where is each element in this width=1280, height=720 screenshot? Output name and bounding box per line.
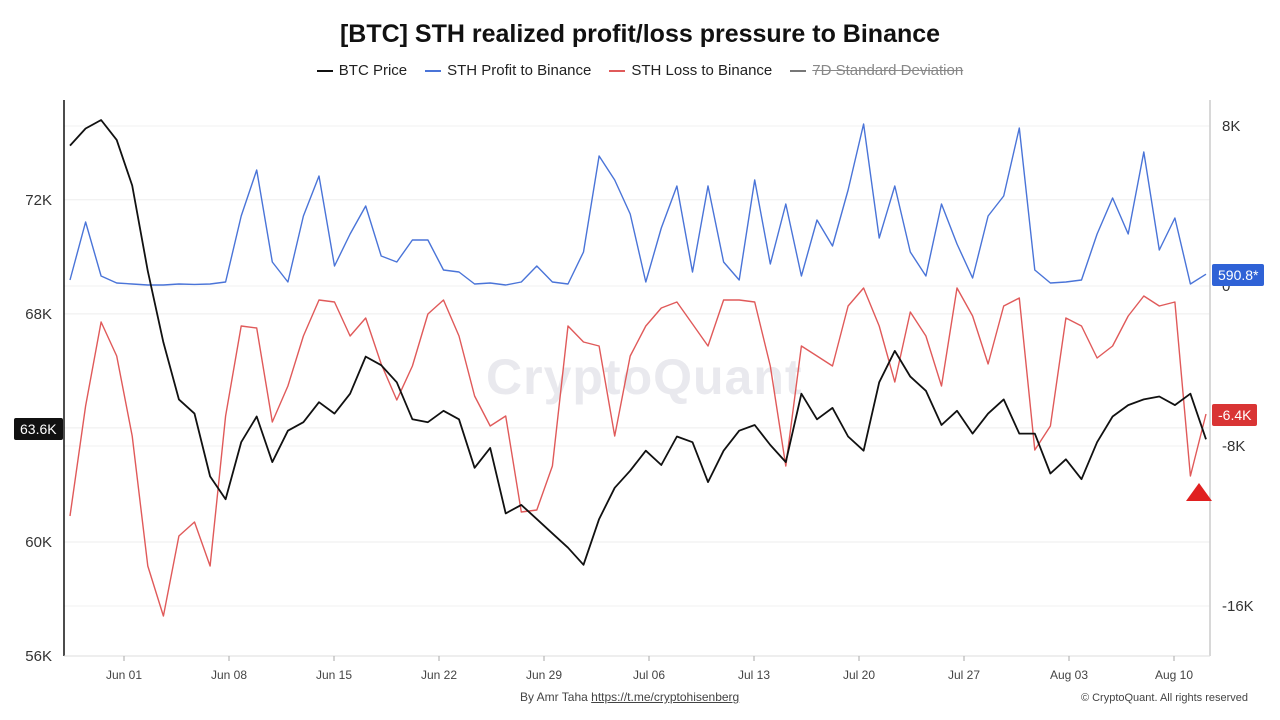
legend-swatch-btc-price (316, 69, 333, 72)
left-tick-label: 56K (25, 648, 52, 665)
series-sth-loss (69, 287, 1207, 617)
right-tick-label: -8K (1222, 438, 1245, 455)
legend-label-btc-price: BTC Price (338, 62, 408, 79)
legend-swatch-std-dev (790, 69, 807, 72)
legend-item-sth-loss[interactable]: STH Loss to Binance (609, 62, 772, 79)
sth-profit-badge: 590.8* (1212, 264, 1265, 286)
x-tick-label: Jul 27 (948, 668, 980, 682)
legend-item-std-dev[interactable]: 7D Standard Deviation (790, 62, 963, 79)
footer-author: By Amr Taha https://t.me/cryptohisenberg (520, 690, 739, 704)
legend-label-sth-loss: STH Loss to Binance (631, 62, 773, 79)
chart-title: [BTC] STH realized profit/loss pressure … (339, 20, 941, 48)
legend: BTC Price STH Profit to Binance STH Loss… (0, 62, 1280, 79)
x-tick-label: Jul 13 (738, 668, 770, 682)
x-tick-label: Jul 20 (843, 668, 875, 682)
right-tick-label: -16K (1222, 598, 1254, 615)
author-name: By Amr Taha (520, 690, 588, 704)
x-tick-label: Jun 01 (106, 668, 142, 682)
legend-swatch-sth-profit (425, 69, 442, 72)
left-tick-label: 68K (25, 306, 52, 323)
series-sth-profit (69, 123, 1207, 286)
x-tick-label: Jun 29 (526, 668, 562, 682)
sth-loss-badge: -6.4K (1212, 404, 1258, 426)
alert-triangle-icon (1186, 483, 1212, 501)
left-tick-label: 72K (25, 192, 52, 209)
legend-item-btc-price[interactable]: BTC Price (316, 62, 408, 79)
legend-swatch-sth-loss (609, 69, 626, 72)
left-tick-label: 60K (25, 534, 52, 551)
watermark: CryptoQuant (486, 349, 803, 405)
author-link[interactable]: https://t.me/cryptohisenberg (591, 690, 740, 704)
right-tick-label: 0 (1222, 278, 1230, 295)
x-tick-label: Jun 15 (316, 668, 352, 682)
x-tick-label: Jul 06 (633, 668, 665, 682)
x-tick-label: Jun 22 (421, 668, 457, 682)
legend-label-std-dev: 7D Standard Deviation (812, 62, 964, 79)
legend-item-sth-profit[interactable]: STH Profit to Binance (425, 62, 591, 79)
legend-label-sth-profit: STH Profit to Binance (447, 62, 592, 79)
series-btc-price (69, 119, 1207, 566)
btc-price-badge: 63.6K (14, 418, 63, 440)
x-tick-label: Jun 08 (211, 668, 247, 682)
right-tick-label: 8K (1222, 118, 1240, 135)
x-tick-label: Aug 03 (1050, 668, 1088, 682)
x-tick-label: Aug 10 (1155, 668, 1193, 682)
copyright: © CryptoQuant. All rights reserved (1080, 692, 1248, 704)
